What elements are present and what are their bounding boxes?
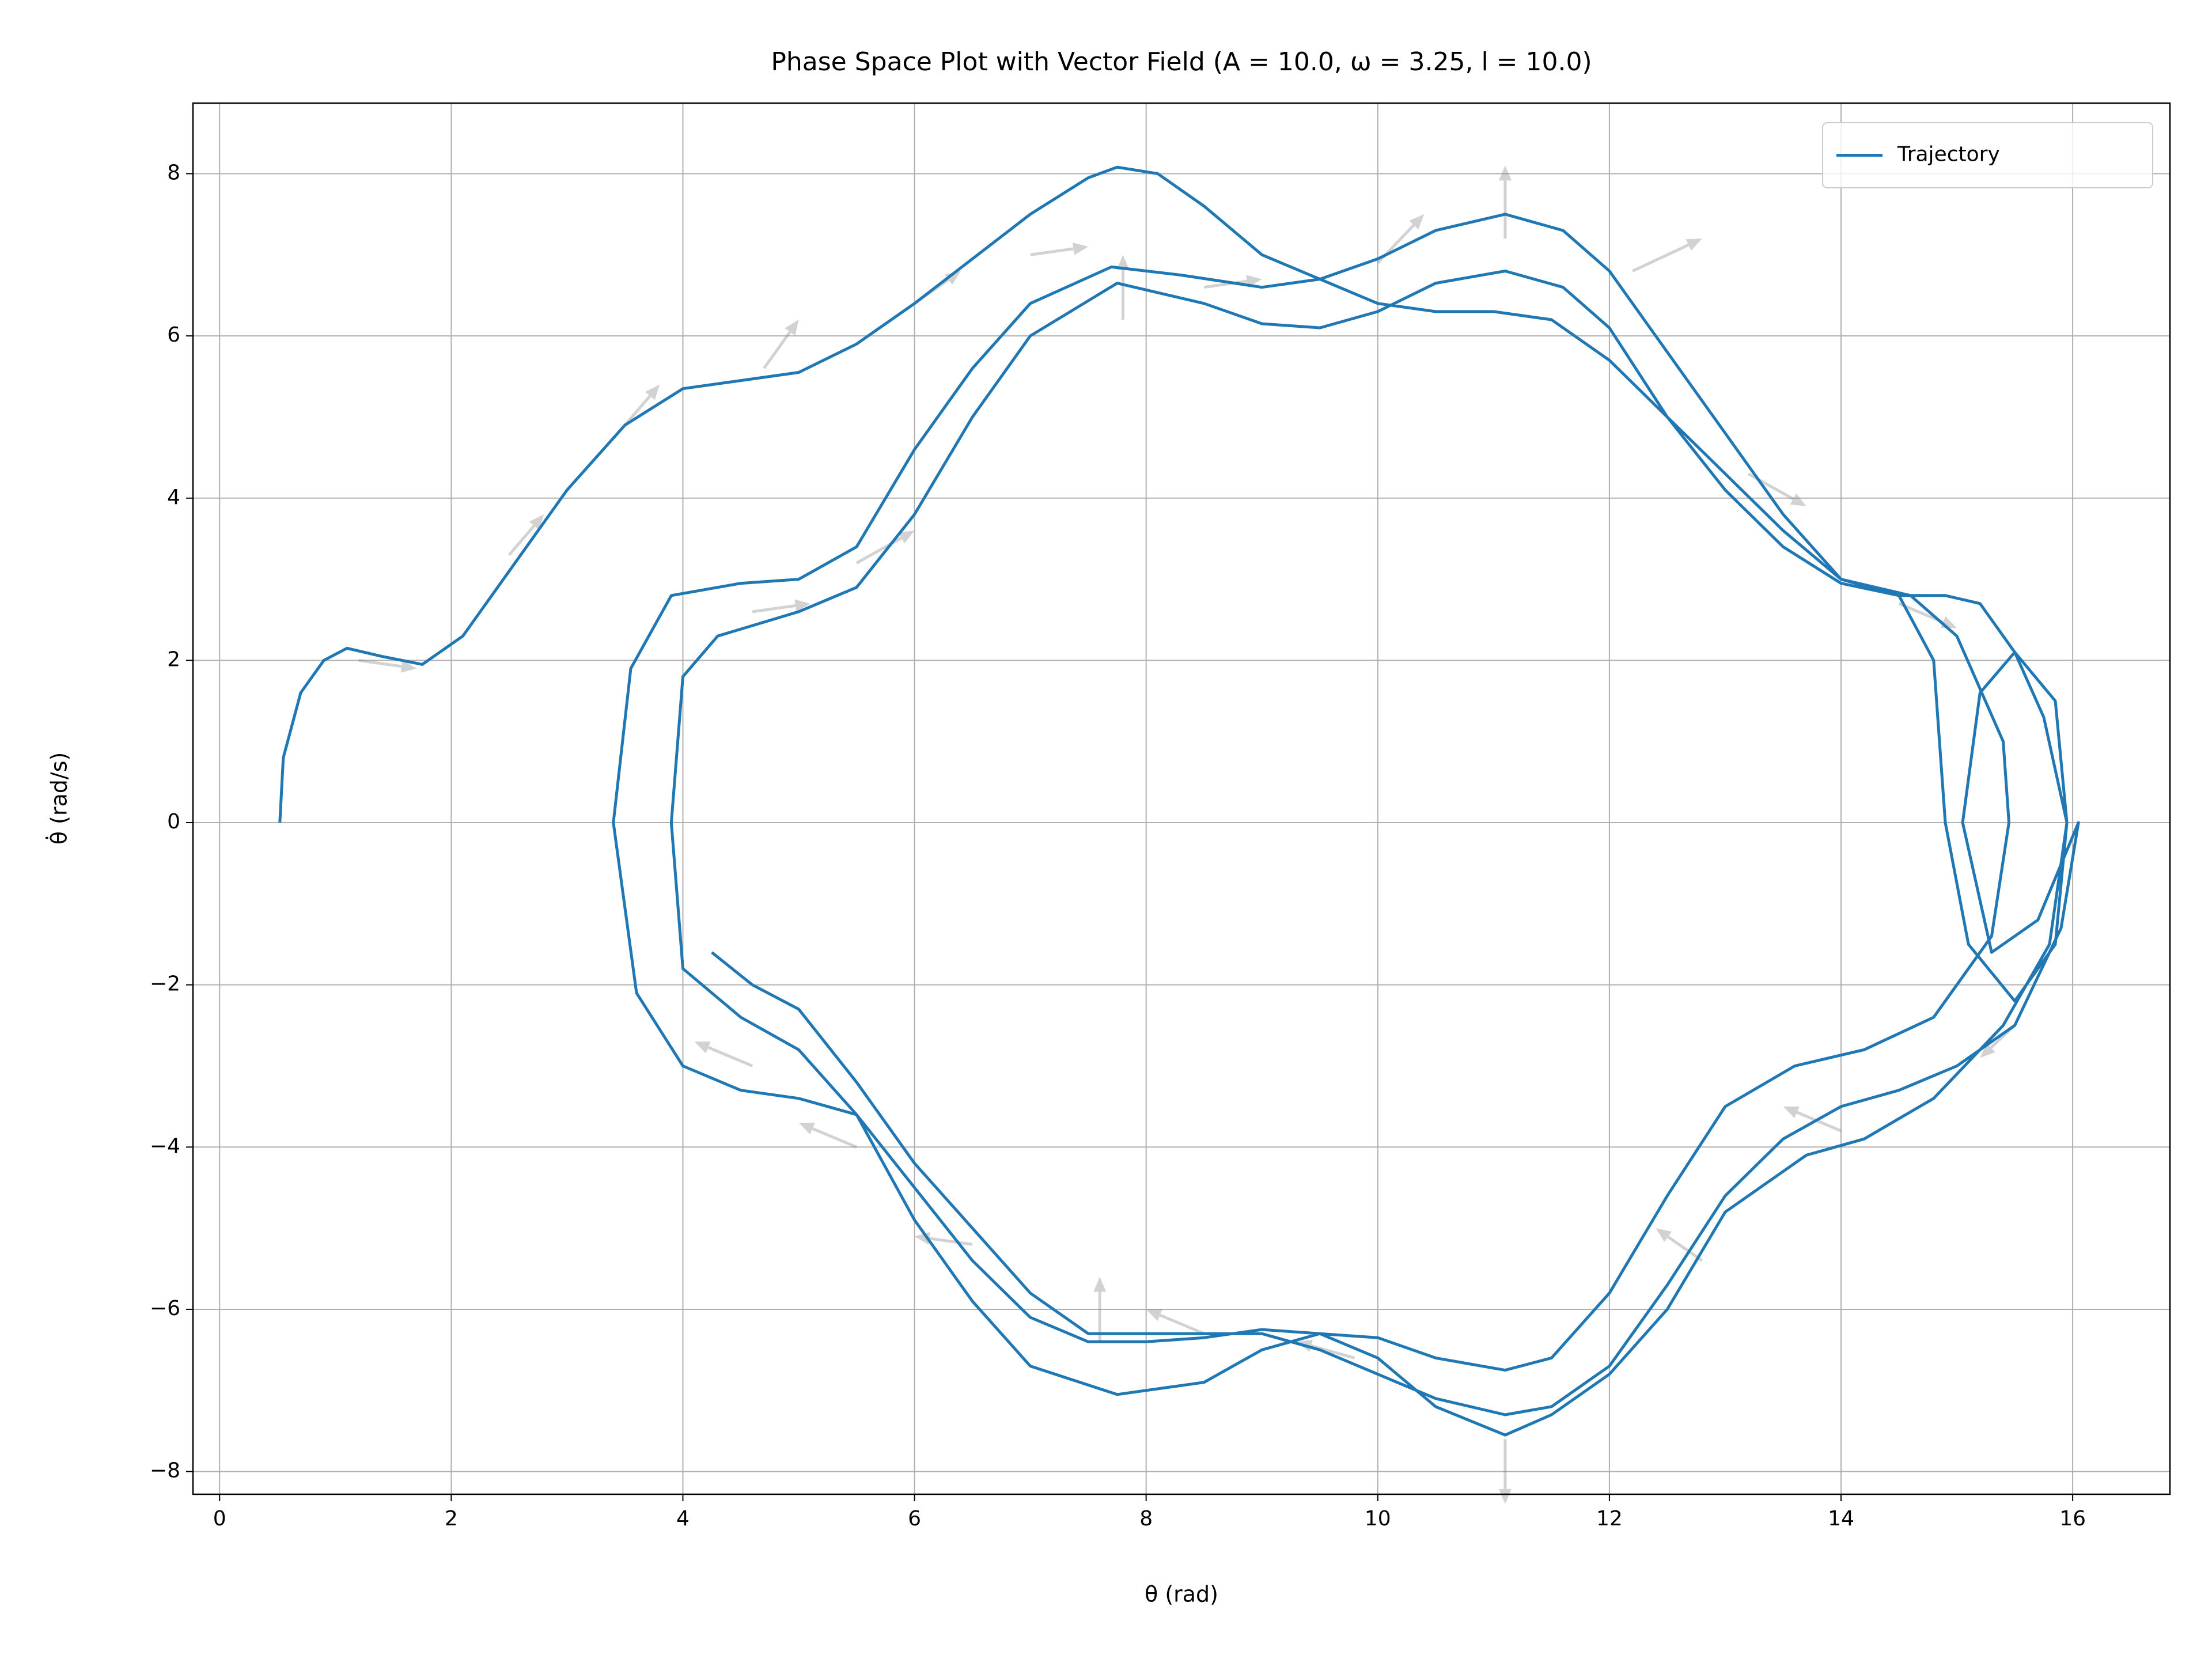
x-tick-label: 12 <box>1596 1507 1623 1531</box>
arrow-head <box>1498 165 1512 181</box>
arrow-shaft <box>358 658 402 668</box>
vector-arrow <box>1116 255 1130 320</box>
y-tick-label: 0 <box>167 810 180 834</box>
vector-arrow <box>798 1122 858 1149</box>
arrow-head <box>1790 493 1806 506</box>
arrow-head <box>645 384 660 400</box>
legend: Trajectory <box>1822 122 2153 188</box>
x-tick-label: 14 <box>1828 1507 1854 1531</box>
x-axis-label: θ (rad) <box>1145 1582 1218 1607</box>
arrow-head <box>529 514 544 530</box>
arrow-head <box>1072 242 1089 255</box>
vector-arrow <box>694 1041 753 1067</box>
y-tick-label: −4 <box>150 1134 180 1158</box>
axes-frame <box>192 102 2171 1495</box>
vector-arrow <box>507 514 544 556</box>
legend-box <box>1822 122 2153 188</box>
arrow-shaft <box>1632 243 1690 272</box>
arrow-head <box>1409 214 1425 230</box>
arrow-shaft <box>707 1046 753 1067</box>
arrow-head <box>1498 1488 1512 1504</box>
arrow-head <box>1656 1228 1672 1243</box>
arrow-shaft <box>929 1237 973 1246</box>
vector-arrow <box>624 384 660 426</box>
vector-arrow <box>1146 1309 1205 1335</box>
vector-arrow <box>752 599 810 613</box>
vector-arrow <box>1498 1439 1512 1504</box>
x-tick-label: 10 <box>1365 1507 1391 1531</box>
arrow-shaft <box>624 395 652 426</box>
x-tick-label: 2 <box>445 1507 458 1531</box>
arrow-head <box>400 660 417 673</box>
vector-arrow <box>1498 165 1512 239</box>
arrow-head <box>1116 255 1130 270</box>
y-tick-label: −2 <box>150 972 180 996</box>
vector-arrow <box>1632 238 1702 272</box>
x-tick-label: 6 <box>908 1507 921 1531</box>
plot-area <box>278 165 2080 1437</box>
arrow-shaft <box>752 604 796 613</box>
arrow-head <box>1980 1043 1995 1058</box>
vector-arrow <box>1030 242 1089 256</box>
y-axis-label: θ̇ (rad/s) <box>46 752 72 845</box>
legend-label: Trajectory <box>1897 143 2000 166</box>
x-tick-label: 8 <box>1139 1507 1153 1531</box>
vector-arrow <box>358 658 417 673</box>
arrow-head <box>898 531 915 544</box>
arrow-shaft <box>1310 1344 1355 1359</box>
x-tick-label: 4 <box>676 1507 690 1531</box>
arrow-shaft <box>1030 247 1074 256</box>
arrow-head <box>798 1122 815 1135</box>
y-tick-label: 4 <box>167 486 180 509</box>
arrow-shaft <box>763 331 791 369</box>
grid <box>193 103 2170 1494</box>
vector-arrow <box>763 319 799 369</box>
arrow-head <box>1146 1309 1162 1321</box>
vector-field <box>358 165 2016 1504</box>
y-tick-label: 6 <box>167 323 180 347</box>
arrow-head <box>694 1041 711 1054</box>
arrow-shaft <box>1203 279 1248 289</box>
chart-title: Phase Space Plot with Vector Field (A = … <box>771 47 1592 77</box>
arrow-head <box>1685 238 1702 251</box>
x-tick-label: 16 <box>2059 1507 2086 1531</box>
trajectory-line <box>278 165 2080 1437</box>
y-tick-label: −6 <box>150 1297 180 1320</box>
arrow-head <box>945 271 961 285</box>
arrow-shaft <box>812 1127 858 1149</box>
arrow-head <box>785 319 799 336</box>
arrow-head <box>1783 1106 1800 1119</box>
x-tick-label: 0 <box>213 1507 226 1531</box>
arrow-shaft <box>1159 1313 1205 1335</box>
vector-arrow <box>1783 1106 1842 1132</box>
y-tick-label: 8 <box>167 161 180 185</box>
arrow-shaft <box>1667 1235 1703 1262</box>
y-tick-label: −8 <box>150 1459 180 1483</box>
arrow-head <box>794 599 810 612</box>
arrow-head <box>1093 1277 1107 1292</box>
y-tick-label: 2 <box>167 647 180 671</box>
ticks: 0 2 4 6 8 10 12 14 16 −8 −6 −4 −2 0 2 4 6 8 <box>150 161 2086 1531</box>
arrow-shaft <box>507 525 536 556</box>
vector-arrow <box>1656 1228 1703 1262</box>
arrow-shaft <box>1796 1111 1842 1132</box>
